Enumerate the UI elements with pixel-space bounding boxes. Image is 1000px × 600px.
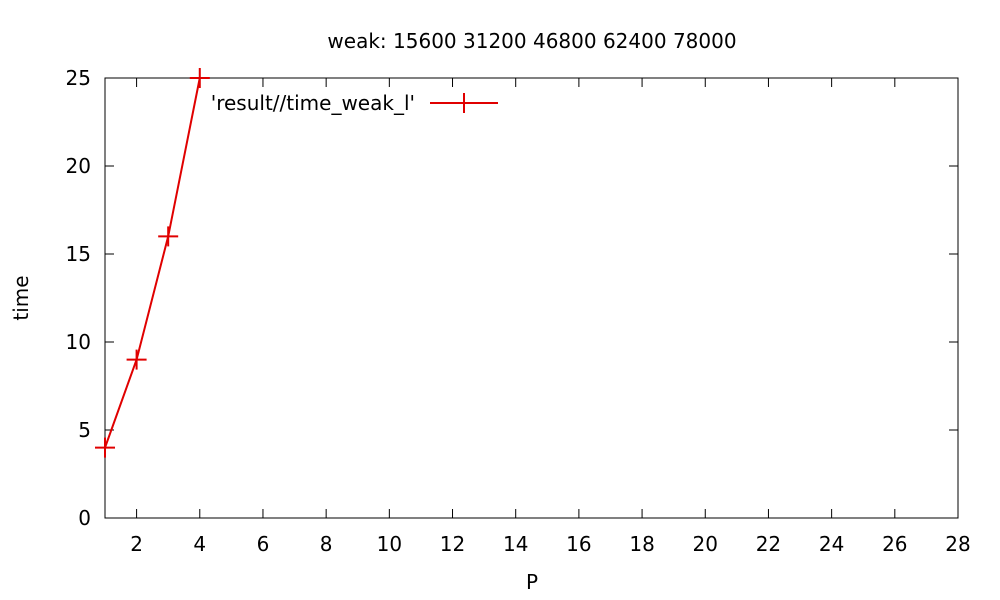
x-tick-label: 28 <box>945 532 970 556</box>
x-tick-label: 14 <box>503 532 528 556</box>
chart-title: weak: 15600 31200 46800 62400 78000 <box>327 29 736 53</box>
data-point <box>95 437 115 458</box>
y-tick-label: 15 <box>66 242 91 266</box>
y-tick-label: 0 <box>78 506 91 530</box>
y-axis-label: time <box>9 275 33 320</box>
x-tick-label: 22 <box>756 532 781 556</box>
x-tick-label: 18 <box>629 532 654 556</box>
y-tick-label: 10 <box>66 330 91 354</box>
x-tick-label: 8 <box>320 532 333 556</box>
x-tick-label: 16 <box>566 532 591 556</box>
x-tick-label: 20 <box>693 532 718 556</box>
x-tick-label: 24 <box>819 532 844 556</box>
legend-label: 'result//time_weak_l' <box>211 91 415 115</box>
x-tick-label: 2 <box>130 532 143 556</box>
plot-frame <box>104 77 959 519</box>
x-tick-label: 4 <box>193 532 206 556</box>
data-point <box>126 349 147 370</box>
series-line <box>104 77 201 448</box>
x-tick-label: 26 <box>882 532 907 556</box>
y-tick-label: 20 <box>66 154 91 178</box>
data-point <box>158 226 179 247</box>
x-tick-label: 10 <box>377 532 402 556</box>
x-axis-label: P <box>526 570 538 594</box>
x-tick-label: 6 <box>257 532 270 556</box>
y-tick-label: 5 <box>78 418 91 442</box>
data-point <box>189 68 210 88</box>
series-layer <box>95 68 210 458</box>
y-tick-label: 25 <box>66 66 91 90</box>
x-tick-label: 12 <box>440 532 465 556</box>
legend: 'result//time_weak_l' <box>211 91 498 115</box>
